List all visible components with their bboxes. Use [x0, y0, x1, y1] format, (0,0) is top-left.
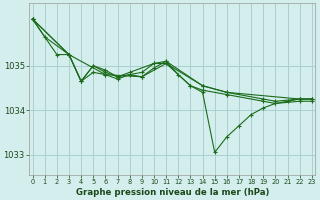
X-axis label: Graphe pression niveau de la mer (hPa): Graphe pression niveau de la mer (hPa): [76, 188, 269, 197]
